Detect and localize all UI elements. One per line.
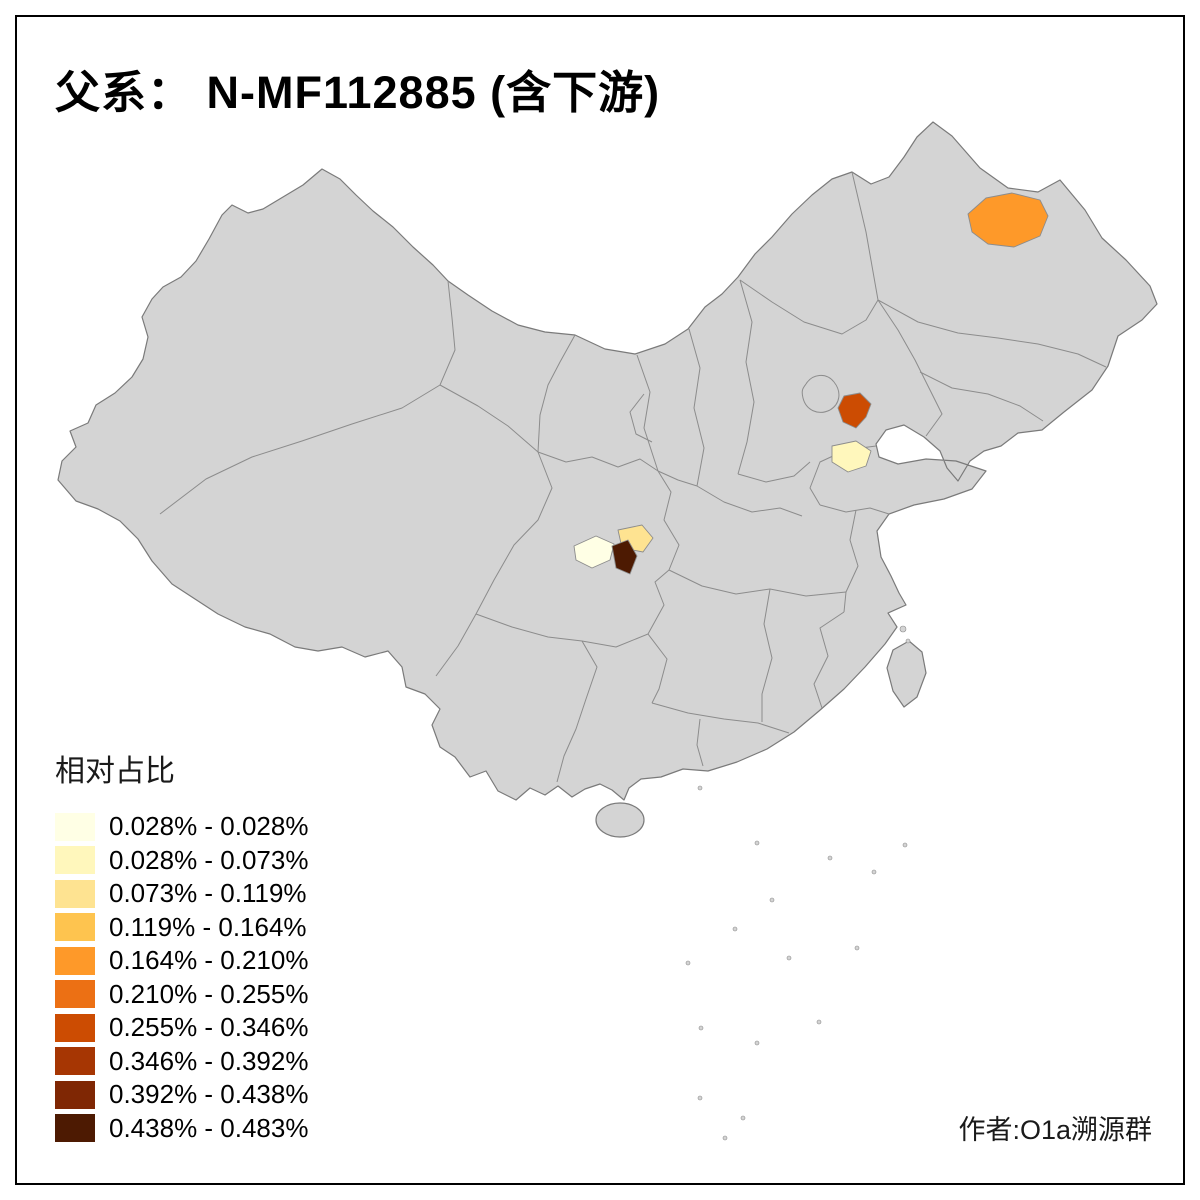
legend-swatch <box>55 946 95 975</box>
legend-label: 0.346% - 0.392% <box>109 1045 309 1076</box>
region-heilongjiang <box>967 192 1049 248</box>
legend-label: 0.438% - 0.483% <box>109 1112 309 1143</box>
legend-item: 0.392% - 0.438% <box>55 1078 308 1112</box>
taiwan-island <box>886 640 927 708</box>
legend: 相对占比 0.028% - 0.028% 0.028% - 0.073% 0.0… <box>55 746 308 1145</box>
legend-swatch <box>55 980 95 1009</box>
south-china-sea-islands <box>685 625 911 1141</box>
legend-swatch <box>55 846 95 875</box>
legend-label: 0.164% - 0.210% <box>109 945 309 976</box>
legend-swatch <box>55 812 95 841</box>
legend-item: 0.073% - 0.119% <box>55 877 308 911</box>
legend-item: 0.210% - 0.255% <box>55 978 308 1012</box>
legend-swatch <box>55 879 95 908</box>
legend-swatch <box>55 1114 95 1143</box>
legend-swatch <box>55 1047 95 1076</box>
province-borders <box>159 171 1107 783</box>
map-title: 父系： N-MF112885 (含下游) <box>55 67 661 118</box>
legend-item: 0.028% - 0.028% <box>55 810 308 844</box>
legend-item: 0.164% - 0.210% <box>55 944 308 978</box>
region-shandong-northwest <box>837 392 872 429</box>
region-sichuan-central <box>611 539 638 575</box>
legend-label: 0.073% - 0.119% <box>109 878 307 909</box>
highlighted-regions <box>573 192 1049 575</box>
legend-label: 0.255% - 0.346% <box>109 1012 309 1043</box>
legend-label: 0.028% - 0.028% <box>109 811 309 842</box>
legend-item: 0.028% - 0.073% <box>55 844 308 878</box>
region-sichuan-west <box>573 535 615 569</box>
china-mainland-outline <box>57 121 1158 801</box>
legend-label: 0.119% - 0.164% <box>109 911 307 942</box>
author-credit: 作者:O1a溯源群 <box>958 1115 1152 1145</box>
legend-label: 0.028% - 0.073% <box>109 844 309 875</box>
legend-swatch <box>55 1013 95 1042</box>
legend-title: 相对占比 <box>55 755 175 788</box>
region-shandong-south <box>831 440 872 473</box>
legend-swatch <box>55 913 95 942</box>
hainan-island <box>595 802 645 838</box>
legend-item: 0.255% - 0.346% <box>55 1011 308 1045</box>
legend-item: 0.119% - 0.164% <box>55 911 308 945</box>
legend-item: 0.346% - 0.392% <box>55 1045 308 1079</box>
legend-label: 0.210% - 0.255% <box>109 978 309 1009</box>
legend-swatch <box>55 1080 95 1109</box>
legend-label: 0.392% - 0.438% <box>109 1079 309 1110</box>
legend-item: 0.438% - 0.483% <box>55 1112 308 1146</box>
